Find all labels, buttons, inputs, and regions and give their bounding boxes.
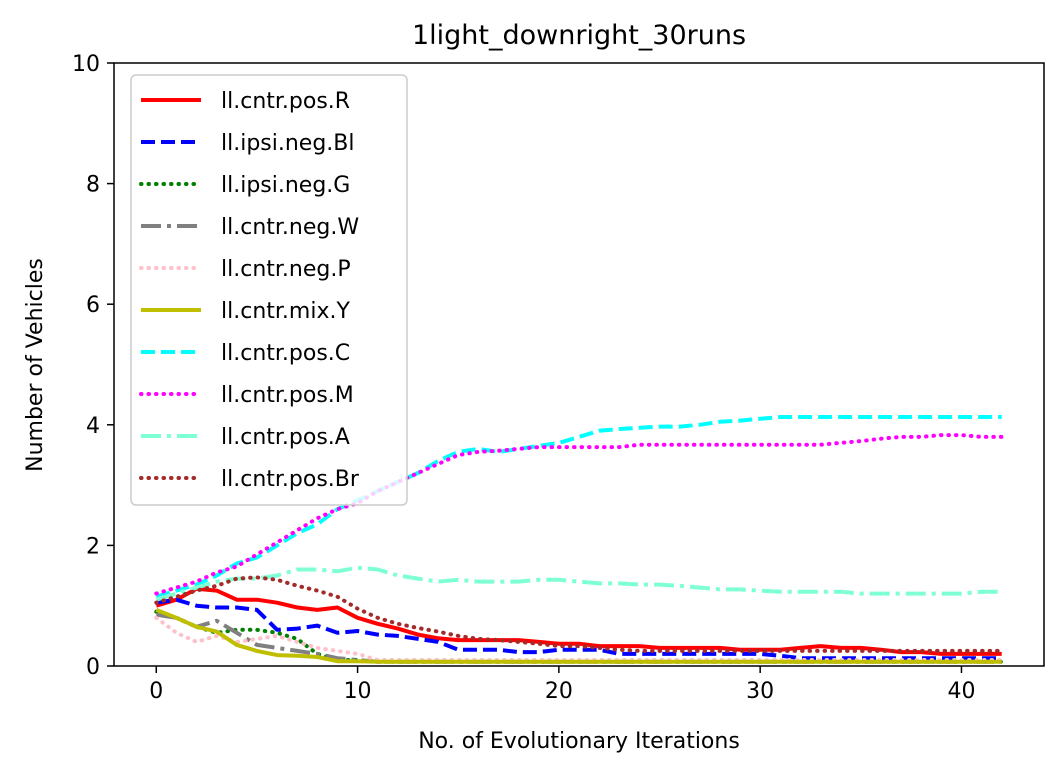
series-line-1 bbox=[156, 597, 1002, 661]
legend-box bbox=[130, 74, 408, 506]
series-line-0 bbox=[155, 586, 1002, 656]
legend-label-5: ll.cntr.mix.Y bbox=[221, 299, 350, 324]
x-tick-label-2: 20 bbox=[545, 679, 573, 704]
x-tick-label-3: 30 bbox=[746, 679, 774, 704]
chart-title: 1light_downright_30runs bbox=[412, 20, 746, 51]
legend-label-4: ll.cntr.neg.P bbox=[221, 257, 351, 282]
axes-frame bbox=[113, 62, 1045, 667]
legend-label-8: ll.cntr.pos.A bbox=[221, 425, 350, 450]
y-tick-label-1: 2 bbox=[86, 534, 100, 559]
legend-label-7: ll.cntr.pos.M bbox=[221, 383, 354, 408]
legend-label-1: ll.ipsi.neg.Bl bbox=[221, 131, 355, 156]
series-line-7 bbox=[154, 433, 1004, 596]
series-line-5 bbox=[155, 608, 1002, 664]
y-tick-label-4: 8 bbox=[86, 173, 100, 198]
legend-label-9: ll.cntr.pos.Br bbox=[221, 467, 360, 492]
x-axis-label: No. of Evolutionary Iterations bbox=[418, 729, 740, 754]
legend-label-6: ll.cntr.pos.C bbox=[221, 341, 350, 366]
x-tick-label-0: 0 bbox=[149, 679, 163, 704]
legend: ll.cntr.pos.R ll.ipsi.neg.Bl ll.ipsi.neg.G… bbox=[130, 74, 408, 506]
y-axis-label: Number of Vehicles bbox=[23, 258, 48, 472]
series-line-6 bbox=[155, 415, 1002, 599]
x-tick-label-4: 40 bbox=[947, 679, 975, 704]
y-tick-label-2: 4 bbox=[86, 414, 100, 439]
y-tick-label-3: 6 bbox=[86, 293, 100, 318]
legend-label-3: ll.cntr.neg.W bbox=[221, 215, 359, 240]
axes: 0 10 20 30 40 0 2 4 6 8 10 bbox=[72, 52, 1045, 704]
x-tick-label-1: 10 bbox=[344, 679, 372, 704]
series-line-8 bbox=[155, 565, 1002, 602]
legend-label-0: ll.cntr.pos.R bbox=[221, 89, 350, 114]
plot-area bbox=[154, 415, 1004, 664]
y-tick-label-0: 0 bbox=[86, 655, 100, 680]
legend-label-2: ll.ipsi.neg.G bbox=[221, 173, 350, 198]
y-tick-label-5: 10 bbox=[72, 52, 100, 77]
series-line-9 bbox=[154, 575, 1004, 653]
